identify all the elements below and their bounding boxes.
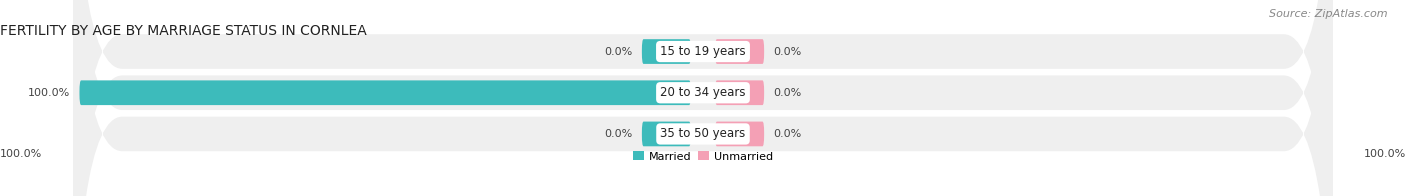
FancyBboxPatch shape [73,0,1333,196]
Text: 0.0%: 0.0% [773,129,801,139]
Text: FERTILITY BY AGE BY MARRIAGE STATUS IN CORNLEA: FERTILITY BY AGE BY MARRIAGE STATUS IN C… [0,24,367,37]
Text: 100.0%: 100.0% [1364,150,1406,160]
Text: 100.0%: 100.0% [28,88,70,98]
FancyBboxPatch shape [643,122,690,146]
FancyBboxPatch shape [643,39,690,64]
Text: 0.0%: 0.0% [773,46,801,56]
FancyBboxPatch shape [73,0,1333,196]
Text: 0.0%: 0.0% [605,129,633,139]
FancyBboxPatch shape [716,39,763,64]
Text: 0.0%: 0.0% [605,46,633,56]
FancyBboxPatch shape [716,80,763,105]
FancyBboxPatch shape [80,80,690,105]
Text: 15 to 19 years: 15 to 19 years [661,45,745,58]
Text: 0.0%: 0.0% [773,88,801,98]
Text: 100.0%: 100.0% [0,150,42,160]
FancyBboxPatch shape [716,122,763,146]
Text: 20 to 34 years: 20 to 34 years [661,86,745,99]
Text: 35 to 50 years: 35 to 50 years [661,127,745,141]
Legend: Married, Unmarried: Married, Unmarried [628,147,778,166]
Text: Source: ZipAtlas.com: Source: ZipAtlas.com [1270,9,1388,19]
FancyBboxPatch shape [73,0,1333,196]
